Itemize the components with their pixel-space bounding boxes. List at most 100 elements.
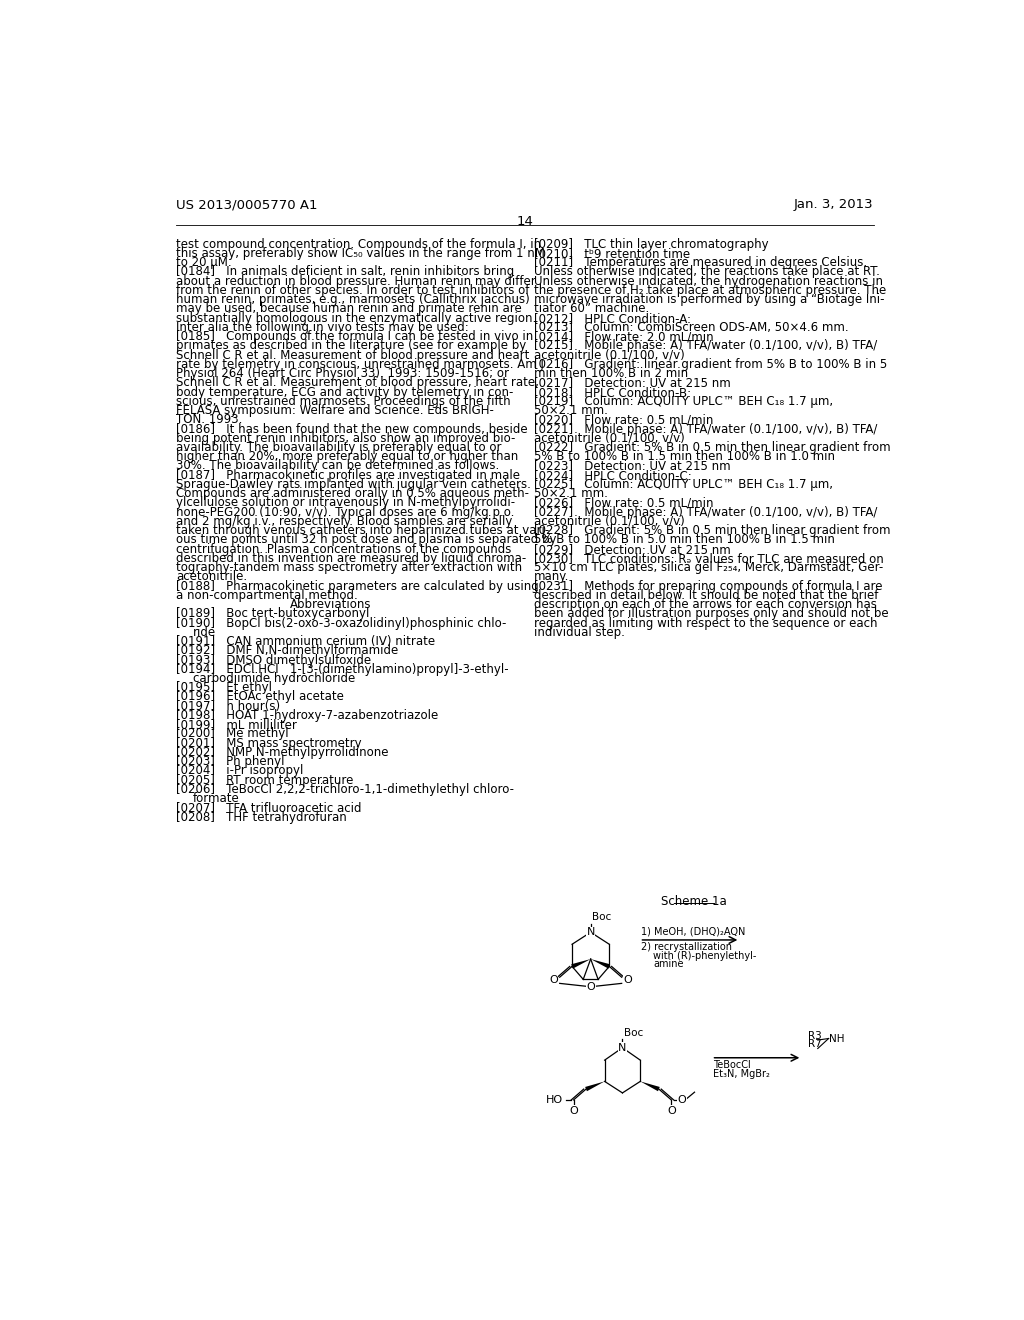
Text: [0211]   Temperatures are measured in degrees Celsius.: [0211] Temperatures are measured in degr… <box>535 256 867 269</box>
Text: [0228]   Gradient: 5% B in 0.5 min then linear gradient from: [0228] Gradient: 5% B in 0.5 min then li… <box>535 524 891 537</box>
Text: acetonitrile (0.1/100, v/v): acetonitrile (0.1/100, v/v) <box>535 432 685 445</box>
Text: tiator 60” machine.: tiator 60” machine. <box>535 302 649 315</box>
Text: Sprague-Dawley rats implanted with jugular vein catheters.: Sprague-Dawley rats implanted with jugul… <box>176 478 530 491</box>
Text: with (R)-phenylethyl-: with (R)-phenylethyl- <box>653 950 757 961</box>
Text: Et₃N, MgBr₂: Et₃N, MgBr₂ <box>713 1069 770 1078</box>
Text: 14: 14 <box>516 215 534 228</box>
Text: centrifugation. Plasma concentrations of the compounds: centrifugation. Plasma concentrations of… <box>176 543 511 556</box>
Text: many.: many. <box>535 570 569 583</box>
Text: [0203]   Ph phenyl: [0203] Ph phenyl <box>176 755 285 768</box>
Text: [0198]   HOAT 1-hydroxy-7-azabenzotriazole: [0198] HOAT 1-hydroxy-7-azabenzotriazole <box>176 709 438 722</box>
Text: test compound concentration. Compounds of the formula I, in: test compound concentration. Compounds o… <box>176 238 541 251</box>
Text: ylcellulose solution or intravenously in N-methylpyrrolidi-: ylcellulose solution or intravenously in… <box>176 496 515 510</box>
Text: described in this invention are measured by liquid chroma-: described in this invention are measured… <box>176 552 526 565</box>
Text: [0215]   Mobile phase: A) TFA/water (0.1/100, v/v), B) TFA/: [0215] Mobile phase: A) TFA/water (0.1/1… <box>535 339 878 352</box>
Text: US 2013/0005770 A1: US 2013/0005770 A1 <box>176 198 317 211</box>
Text: O: O <box>569 1106 578 1115</box>
Text: 1) MeOH, (DHQ)₂AQN: 1) MeOH, (DHQ)₂AQN <box>641 927 745 937</box>
Text: [0206]   TeBocCl 2,2,2-trichloro-1,1-dimethylethyl chloro-: [0206] TeBocCl 2,2,2-trichloro-1,1-dimet… <box>176 783 514 796</box>
Text: Unless otherwise indicated, the reactions take place at RT.: Unless otherwise indicated, the reaction… <box>535 265 880 279</box>
Text: acetonitrile.: acetonitrile. <box>176 570 247 583</box>
Text: taken through venous catheters into heparinized tubes at vari-: taken through venous catheters into hepa… <box>176 524 549 537</box>
Text: 50×2.1 mm.: 50×2.1 mm. <box>535 404 608 417</box>
Text: [0195]   Et ethyl: [0195] Et ethyl <box>176 681 272 694</box>
Text: [0224]   HPLC Condition-C:: [0224] HPLC Condition-C: <box>535 469 692 482</box>
Text: [0213]   Column: CombiScreen ODS-AM, 50×4.6 mm.: [0213] Column: CombiScreen ODS-AM, 50×4.… <box>535 321 849 334</box>
Text: Schnell C R et al. Measurement of blood pressure, heart rate,: Schnell C R et al. Measurement of blood … <box>176 376 539 389</box>
Text: HO: HO <box>546 1094 563 1105</box>
Text: ous time points until 32 h post dose and plasma is separated by: ous time points until 32 h post dose and… <box>176 533 557 546</box>
Text: O: O <box>624 975 632 985</box>
Text: Boc: Boc <box>624 1028 643 1038</box>
Polygon shape <box>640 1081 659 1092</box>
Text: higher than 20%, more preferably equal to or higher than: higher than 20%, more preferably equal t… <box>176 450 518 463</box>
Text: [0225]   Column: ACQUITY UPLC™ BEH C₁₈ 1.7 μm,: [0225] Column: ACQUITY UPLC™ BEH C₁₈ 1.7… <box>535 478 834 491</box>
Text: TON. 1993.: TON. 1993. <box>176 413 243 426</box>
Text: O: O <box>667 1106 676 1115</box>
Text: acetonitrile (0.1/100, v/v): acetonitrile (0.1/100, v/v) <box>535 515 685 528</box>
Text: [0190]   BopCl bis(2-oxo-3-oxazolidinyl)phosphinic chlo-: [0190] BopCl bis(2-oxo-3-oxazolidinyl)ph… <box>176 616 507 630</box>
Text: Abbreviations: Abbreviations <box>290 598 372 611</box>
Text: [0229]   Detection: UV at 215 nm: [0229] Detection: UV at 215 nm <box>535 543 731 556</box>
Text: [0197]   h hour(s): [0197] h hour(s) <box>176 700 281 713</box>
Text: [0186]   It has been found that the new compounds, beside: [0186] It has been found that the new co… <box>176 422 527 436</box>
Text: [0214]   Flow rate: 2.0 mL/min: [0214] Flow rate: 2.0 mL/min <box>535 330 714 343</box>
Text: been added for illustration purposes only and should not be: been added for illustration purposes onl… <box>535 607 889 620</box>
Text: [0216]   Gradient: linear gradient from 5% B to 100% B in 5: [0216] Gradient: linear gradient from 5%… <box>535 358 888 371</box>
Text: [0230]   TLC conditions: Rₔ values for TLC are measured on: [0230] TLC conditions: Rₔ values for TLC… <box>535 552 884 565</box>
Polygon shape <box>585 1081 604 1092</box>
Text: human renin, primates, e.g., marmosets (Callithrix jacchus): human renin, primates, e.g., marmosets (… <box>176 293 529 306</box>
Text: [0193]   DMSO dimethylsulfoxide: [0193] DMSO dimethylsulfoxide <box>176 653 371 667</box>
Text: 5% B to 100% B in 5.0 min then 100% B in 1.5 min: 5% B to 100% B in 5.0 min then 100% B in… <box>535 533 835 546</box>
Text: [0185]   Compounds of the formula I can be tested in vivo in: [0185] Compounds of the formula I can be… <box>176 330 534 343</box>
Text: [0231]   Methods for preparing compounds of formula I are: [0231] Methods for preparing compounds o… <box>535 579 883 593</box>
Text: from the renin of other species. In order to test inhibitors of: from the renin of other species. In orde… <box>176 284 529 297</box>
Text: tography-tandem mass spectrometry after extraction with: tography-tandem mass spectrometry after … <box>176 561 522 574</box>
Text: [0217]   Detection: UV at 215 nm: [0217] Detection: UV at 215 nm <box>535 376 731 389</box>
Text: 50×2.1 mm.: 50×2.1 mm. <box>535 487 608 500</box>
Text: 5% B to 100% B in 1.5 min then 100% B in 1.0 min: 5% B to 100% B in 1.5 min then 100% B in… <box>535 450 836 463</box>
Text: O: O <box>678 1094 686 1105</box>
Text: description on each of the arrows for each conversion has: description on each of the arrows for ea… <box>535 598 877 611</box>
Text: this assay, preferably show IC₅₀ values in the range from 1 nM: this assay, preferably show IC₅₀ values … <box>176 247 545 260</box>
Text: individual step.: individual step. <box>535 626 625 639</box>
Text: [0188]   Pharmacokinetic parameters are calculated by using: [0188] Pharmacokinetic parameters are ca… <box>176 579 539 593</box>
Text: Inter alia the following in vivo tests may be used:: Inter alia the following in vivo tests m… <box>176 321 469 334</box>
Text: [0192]   DMF N,N-dimethylformamide: [0192] DMF N,N-dimethylformamide <box>176 644 398 657</box>
Text: [0227]   Mobile phase: A) TFA/water (0.1/100, v/v), B) TFA/: [0227] Mobile phase: A) TFA/water (0.1/1… <box>535 506 878 519</box>
Text: [0221]   Mobile phase: A) TFA/water (0.1/100, v/v), B) TFA/: [0221] Mobile phase: A) TFA/water (0.1/1… <box>535 422 878 436</box>
Polygon shape <box>591 960 610 969</box>
Text: amine: amine <box>653 960 684 969</box>
Text: [0205]   RT room temperature: [0205] RT room temperature <box>176 774 353 787</box>
Text: substantially homologous in the enzymatically active region.: substantially homologous in the enzymati… <box>176 312 537 325</box>
Text: formate: formate <box>194 792 240 805</box>
Text: none-PEG200 (10:90, v/v). Typical doses are 6 mg/kg p.o.: none-PEG200 (10:90, v/v). Typical doses … <box>176 506 514 519</box>
Text: O: O <box>587 982 595 991</box>
Text: 5×10 cm TLC plates, silica gel F₂₅₄, Merck, Darmstadt, Ger-: 5×10 cm TLC plates, silica gel F₂₅₄, Mer… <box>535 561 884 574</box>
Text: [0199]   mL milliliter: [0199] mL milliliter <box>176 718 297 731</box>
Text: about a reduction in blood pressure. Human renin may differ: about a reduction in blood pressure. Hum… <box>176 275 536 288</box>
Text: O: O <box>549 975 558 985</box>
Text: being potent renin inhibitors, also show an improved bio-: being potent renin inhibitors, also show… <box>176 432 515 445</box>
Text: [0200]   Me methyl: [0200] Me methyl <box>176 727 289 741</box>
Text: [0219]   Column: ACQUITY UPLC™ BEH C₁₈ 1.7 μm,: [0219] Column: ACQUITY UPLC™ BEH C₁₈ 1.7… <box>535 395 834 408</box>
Text: ride: ride <box>194 626 216 639</box>
Text: [0223]   Detection: UV at 215 nm: [0223] Detection: UV at 215 nm <box>535 459 731 473</box>
Text: a non-compartmental method.: a non-compartmental method. <box>176 589 357 602</box>
Text: [0212]   HPLC Condition-A:: [0212] HPLC Condition-A: <box>535 312 691 325</box>
Text: [0196]   EtOAc ethyl acetate: [0196] EtOAc ethyl acetate <box>176 690 344 704</box>
Text: 30%. The bioavailability can be determined as follows.: 30%. The bioavailability can be determin… <box>176 459 500 473</box>
Text: TeBocCl: TeBocCl <box>713 1060 751 1071</box>
Text: min then 100% B in 2 min: min then 100% B in 2 min <box>535 367 688 380</box>
Text: [0220]   Flow rate: 0.5 mL/min: [0220] Flow rate: 0.5 mL/min <box>535 413 714 426</box>
Text: Boc: Boc <box>592 912 611 923</box>
Text: [0191]   CAN ammonium cerium (IV) nitrate: [0191] CAN ammonium cerium (IV) nitrate <box>176 635 435 648</box>
Text: may be used, because human renin and primate renin are: may be used, because human renin and pri… <box>176 302 522 315</box>
Text: microwave irradiation is performed by using a “Biotage Ini-: microwave irradiation is performed by us… <box>535 293 885 306</box>
Polygon shape <box>571 960 591 969</box>
Text: described in detail below. It should be noted that the brief: described in detail below. It should be … <box>535 589 879 602</box>
Text: Scheme 1a: Scheme 1a <box>660 895 727 908</box>
Text: primates as described in the literature (see for example by: primates as described in the literature … <box>176 339 526 352</box>
Text: rate by telemetry in conscious, unrestrained marmosets. Am J: rate by telemetry in conscious, unrestra… <box>176 358 544 371</box>
Text: N: N <box>587 927 595 937</box>
